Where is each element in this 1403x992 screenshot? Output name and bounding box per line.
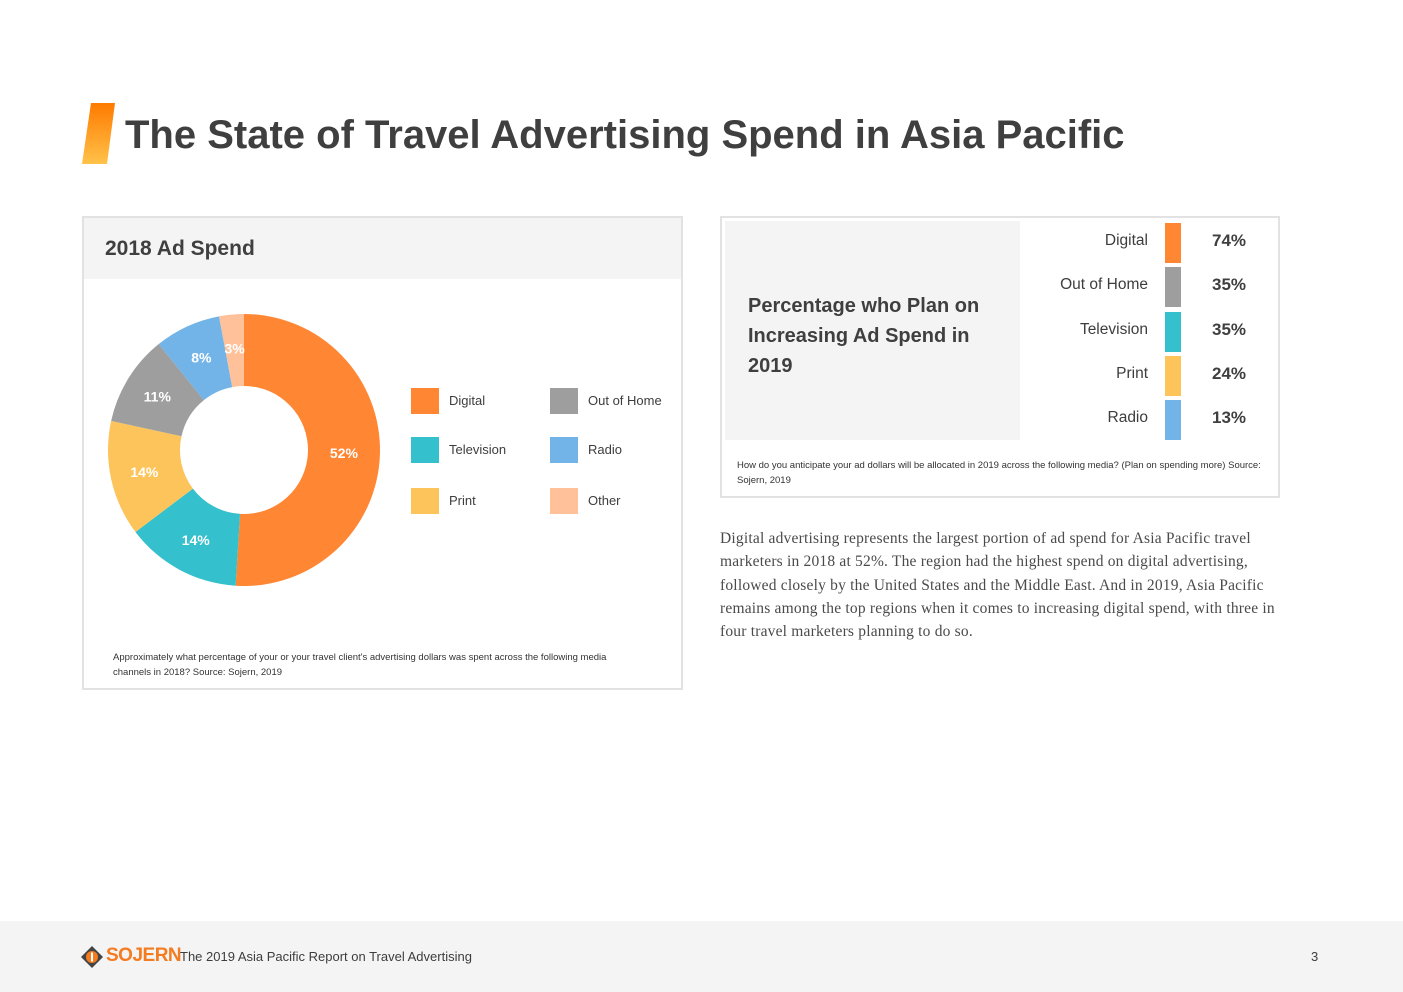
donut-slice-radio (158, 316, 233, 401)
donut-label-other: 3% (224, 340, 245, 356)
legend-swatch (411, 488, 439, 514)
donut-label-digital: 52% (330, 445, 359, 461)
legend-swatch (550, 437, 578, 463)
row-value: 24% (1212, 363, 1247, 383)
table-row-out-of-home: Out of Home 35% (722, 262, 1278, 308)
ad-spend-title: 2018 Ad Spend (105, 237, 255, 260)
donut-label-out-of-home: 11% (144, 388, 172, 404)
plan-increase-source-note: How do you anticipate your ad dollars wi… (737, 460, 1261, 486)
row-color-swatch (1165, 267, 1181, 308)
page-title: The State of Travel Advertising Spend in… (125, 113, 1125, 157)
footer: SOJERN The 2019 Asia Pacific Report on T… (0, 921, 1403, 992)
plan-increase-heading-panel: Percentage who Plan on Increasing Ad Spe… (725, 221, 1020, 440)
body-paragraph: Digital advertising represents the large… (720, 530, 1275, 641)
legend-label: Television (449, 442, 507, 457)
row-value: 13% (1212, 408, 1247, 428)
row-color-swatch (1165, 311, 1181, 352)
row-label: Out of Home (1060, 276, 1148, 294)
row-label: Digital (1104, 232, 1148, 249)
plan-increase-heading: Percentage who Plan on Increasing Ad Spe… (748, 295, 980, 377)
table-row-radio: Radio 13% (722, 395, 1278, 441)
table-row-digital: Digital 74% (722, 218, 1278, 263)
row-value: 35% (1212, 319, 1247, 339)
row-value: 74% (1212, 231, 1247, 250)
title-accent-icon (82, 103, 115, 164)
row-color-swatch (1165, 223, 1181, 263)
ad-spend-card: 2018 Ad Spend 52% 14% 14% 11% 8% 3% Digital Ou… (82, 216, 683, 690)
row-color-swatch (1165, 355, 1181, 396)
row-label: Print (1116, 364, 1148, 382)
legend-swatch (411, 388, 439, 414)
donut-slice-digital (235, 314, 380, 586)
legend-swatch (411, 437, 439, 463)
footer-brand: SOJERN (106, 945, 182, 966)
donut-slice-print (107, 420, 193, 532)
table-row-print: Print 24% (722, 351, 1278, 396)
legend-swatch (550, 388, 578, 414)
table-row-television: Television 35% (722, 307, 1278, 352)
row-label: Radio (1107, 409, 1149, 427)
row-label: Television (1079, 320, 1148, 338)
footer-report-title: The 2019 Asia Pacific Report on Travel A… (180, 949, 472, 964)
page-number: 3 (1311, 949, 1319, 964)
donut-label-print: 14% (130, 464, 159, 480)
row-color-swatch (1165, 400, 1181, 441)
ad-spend-donut-chart: 52% 14% 14% 11% 8% 3% (107, 314, 380, 586)
legend-label: Radio (588, 442, 622, 457)
donut-label-television: 14% (182, 532, 211, 548)
legend-label: Print (449, 493, 476, 508)
legend-label: Other (588, 493, 621, 508)
ad-spend-card-header: 2018 Ad Spend (84, 218, 681, 279)
donut-slice-out-of-home (111, 344, 204, 437)
ad-spend-source-note: Approximately what percentage of your or… (113, 652, 607, 678)
legend-swatch (550, 488, 578, 514)
legend-label: Digital (449, 393, 486, 408)
row-value: 35% (1212, 275, 1247, 295)
legend-label: Out of Home (588, 393, 662, 408)
sojern-logo-icon (81, 946, 103, 968)
donut-slice-other (219, 314, 244, 388)
donut-label-radio: 8% (191, 349, 212, 365)
donut-slice-television (135, 488, 241, 586)
plan-increase-card: Percentage who Plan on Increasing Ad Spe… (720, 216, 1280, 498)
